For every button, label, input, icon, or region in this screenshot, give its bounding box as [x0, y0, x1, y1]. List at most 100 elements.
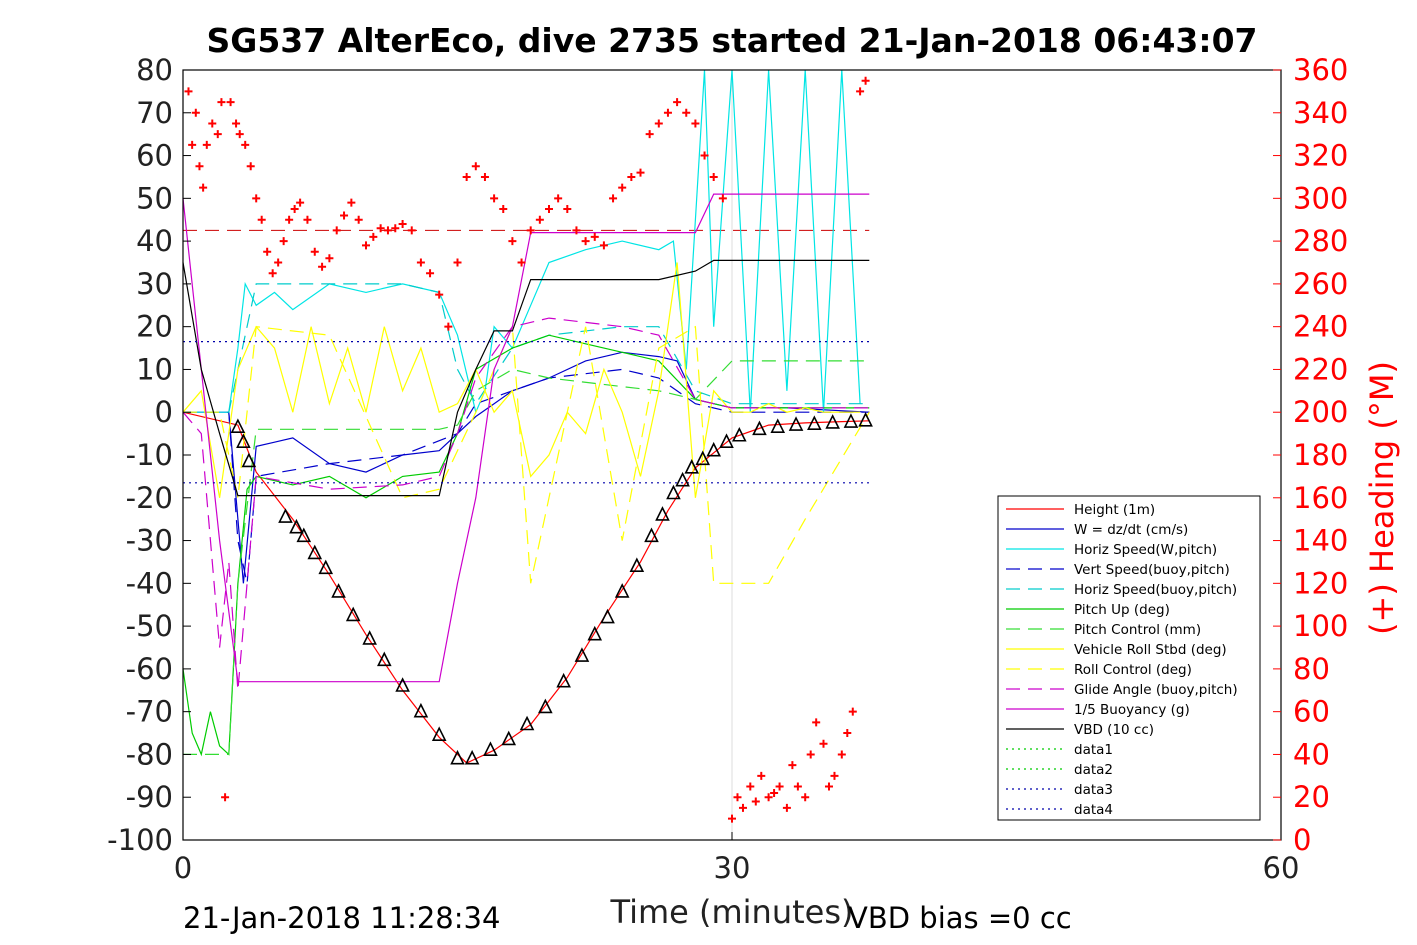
legend-entry: 1/5 Buoyancy (g)	[1074, 702, 1190, 718]
legend-entry: data1	[1074, 742, 1113, 758]
height-marker	[464, 749, 480, 765]
heading-point	[793, 782, 802, 791]
heading-point	[471, 162, 480, 171]
heading-point	[861, 76, 870, 85]
heading-point	[340, 211, 349, 220]
heading-point	[191, 108, 200, 117]
y2-tick-label: 200	[1293, 395, 1348, 429]
y-tick-label: -70	[126, 695, 173, 729]
heading-point	[296, 198, 305, 207]
height-marker	[629, 557, 645, 573]
y2-tick-label: 360	[1293, 53, 1348, 87]
series-line-10	[182, 193, 870, 683]
heading-point	[252, 194, 261, 203]
y2-tick-label: 20	[1293, 780, 1330, 814]
height-marker	[574, 647, 590, 662]
legend-box	[997, 495, 1261, 821]
y2-tick-label: 340	[1293, 96, 1348, 130]
heading-point	[636, 168, 645, 177]
legend-entry: Roll Control (deg)	[1074, 662, 1192, 678]
heading-point	[274, 258, 283, 267]
heading-point	[303, 215, 312, 224]
heading-point	[746, 782, 755, 791]
heading-point	[398, 220, 407, 228]
footer-timestamp: 21-Jan-2018 11:28:34	[183, 901, 500, 935]
heading-point	[246, 162, 255, 171]
heading-point	[208, 119, 217, 128]
height-marker	[695, 450, 711, 466]
y2-axis-label: (+) Heading (°M)	[1363, 361, 1401, 635]
y2-tick-label: 100	[1293, 609, 1348, 643]
x-axis-ticks: 0 30 60	[174, 832, 1299, 885]
heading-point	[764, 793, 773, 802]
height-marker	[331, 583, 346, 598]
height-marker	[345, 606, 361, 622]
y-tick-label: -60	[126, 652, 173, 686]
height-marker	[600, 608, 615, 624]
heading-point	[241, 140, 250, 149]
height-marker	[519, 715, 535, 731]
height-marker	[732, 426, 747, 442]
height-marker	[825, 414, 840, 429]
series-line-11	[182, 259, 870, 497]
height-marker	[587, 625, 603, 641]
legend-entry: Horiz Speed(buoy,pitch)	[1074, 582, 1237, 598]
y2-tick-label: 80	[1293, 652, 1330, 686]
heading-point	[453, 258, 462, 267]
heading-point	[195, 162, 204, 171]
series-line-0	[182, 411, 870, 764]
heading-point	[837, 750, 846, 759]
height-marker	[296, 527, 312, 543]
heading-point	[806, 750, 815, 759]
heading-point	[347, 198, 356, 207]
y-tick-label: 20	[136, 310, 173, 344]
footer-vbd-bias: VBD bias =0 cc	[848, 901, 1072, 935]
heading-point	[770, 788, 779, 797]
heading-point	[376, 224, 385, 233]
heading-point	[830, 771, 839, 780]
height-marker	[614, 583, 630, 598]
y-tick-label: 0	[155, 395, 173, 429]
heading-point	[801, 793, 810, 802]
heading-point	[663, 108, 672, 117]
heading-point	[733, 793, 742, 802]
legend-entry: data3	[1074, 782, 1113, 798]
heading-point	[718, 194, 727, 203]
legend-entry: Vert Speed(buoy,pitch)	[1074, 562, 1230, 578]
heading-point	[490, 194, 499, 203]
heading-point	[235, 130, 244, 139]
y2-tick-label: 180	[1293, 438, 1348, 472]
y-tick-label: -100	[107, 823, 173, 857]
series-line-1	[183, 351, 870, 584]
heading-point	[508, 237, 517, 246]
y2-tick-label: 280	[1293, 224, 1348, 258]
heading-point	[232, 119, 241, 128]
y-tick-label: 40	[136, 224, 173, 258]
heading-point	[383, 226, 392, 235]
heading-points	[184, 76, 870, 823]
heading-point	[535, 215, 544, 224]
heading-point	[407, 226, 416, 235]
heading-point	[354, 215, 363, 224]
y-tick-label: -30	[126, 524, 173, 558]
height-marker	[450, 749, 465, 765]
heading-point	[184, 87, 193, 96]
height-marker	[858, 411, 873, 427]
height-marker	[843, 413, 859, 428]
height-marker	[752, 420, 767, 436]
heading-point	[654, 119, 663, 128]
heading-point	[819, 739, 828, 748]
heading-point	[673, 98, 682, 107]
height-marker	[644, 527, 659, 543]
heading-point	[444, 322, 453, 331]
heading-point	[285, 215, 294, 224]
height-marker	[483, 741, 498, 756]
y-tick-label: 30	[136, 267, 173, 301]
heading-point	[332, 226, 341, 235]
heading-point	[609, 194, 618, 203]
y-tick-label: -20	[126, 481, 173, 515]
heading-point	[517, 258, 526, 267]
heading-point	[554, 194, 563, 203]
heading-point	[257, 215, 266, 224]
legend-entry: W = dz/dt (cm/s)	[1074, 522, 1188, 538]
